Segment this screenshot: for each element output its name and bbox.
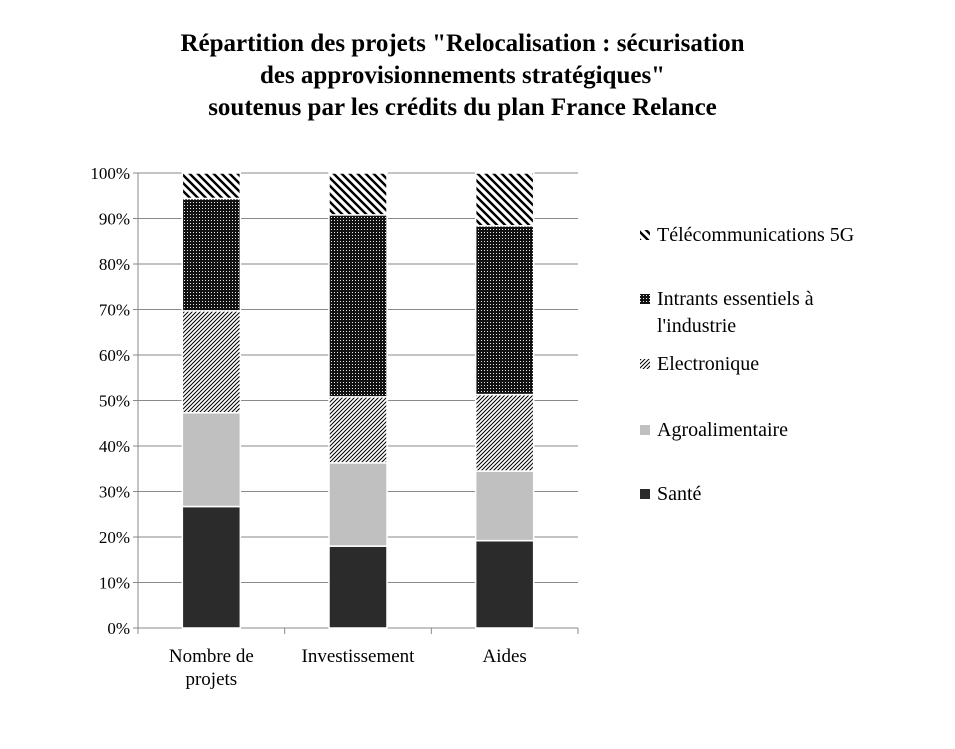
chart-title: Répartition des projets "Relocalisation … — [0, 28, 925, 124]
legend-label: Télécommunications 5G — [657, 224, 854, 246]
bar-segment — [328, 214, 388, 398]
legend-label: Santé — [657, 483, 702, 505]
x-category-label: Aides — [483, 646, 527, 667]
legend-label: Electronique — [657, 353, 759, 375]
x-category-label: Nombre de projets — [169, 646, 254, 690]
y-tick-label: 90% — [99, 210, 130, 229]
legend-swatch — [640, 230, 650, 240]
legend-swatch — [640, 359, 650, 369]
bar-segment — [328, 172, 388, 216]
bar-segment — [181, 197, 242, 312]
y-tick-label: 10% — [99, 574, 130, 593]
y-tick-label: 20% — [99, 528, 130, 547]
bar-segment — [181, 505, 242, 629]
y-tick-label: 0% — [107, 619, 130, 638]
bar-segment — [181, 412, 242, 508]
legend-label: Agroalimentaire — [657, 419, 788, 441]
y-tick-label: 30% — [99, 483, 130, 502]
y-tick-label: 40% — [99, 437, 130, 456]
y-tick-label: 50% — [99, 392, 130, 411]
bar-segment — [181, 172, 242, 200]
bar-segment — [474, 470, 535, 542]
legend-swatch — [640, 425, 650, 435]
y-tick-label: 70% — [99, 301, 130, 320]
bar-segment — [474, 172, 535, 227]
bar-segment — [328, 396, 388, 464]
chart-title-line-1: Répartition des projets "Relocalisation … — [180, 30, 745, 57]
y-tick-label: 100% — [90, 164, 130, 183]
chart-title-line-3: soutenus par les crédits du plan France … — [208, 94, 717, 121]
legend-swatch — [640, 294, 650, 304]
legend-swatch — [640, 489, 650, 499]
bar-segment — [474, 393, 535, 472]
bar-segment — [328, 462, 388, 547]
bar-segment — [181, 310, 242, 414]
bar-segment — [474, 539, 535, 629]
legend-label: Intrants essentiels à l'industrie — [657, 288, 814, 337]
x-category-label: Investissement — [302, 646, 416, 667]
chart-title-line-2: des approvisionnements stratégiques" — [259, 62, 666, 89]
y-tick-label: 80% — [99, 255, 130, 274]
bar-segment — [474, 225, 535, 396]
y-tick-label: 60% — [99, 346, 130, 365]
bar-segment — [328, 545, 388, 629]
